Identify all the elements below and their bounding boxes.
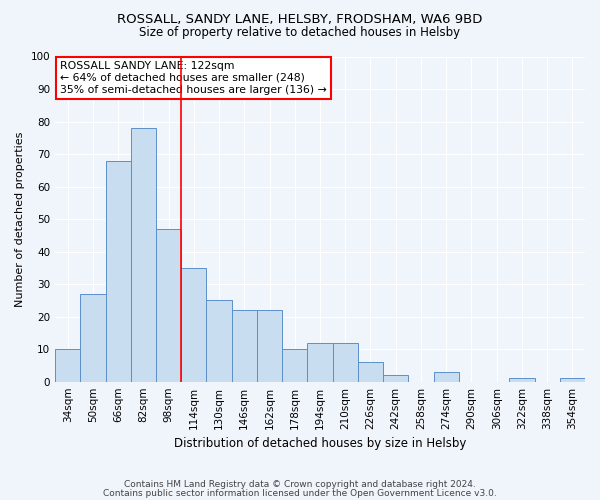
X-axis label: Distribution of detached houses by size in Helsby: Distribution of detached houses by size … — [174, 437, 466, 450]
Bar — [106, 160, 131, 382]
Y-axis label: Number of detached properties: Number of detached properties — [15, 132, 25, 307]
Bar — [232, 310, 257, 382]
Bar — [156, 229, 181, 382]
Bar — [560, 378, 585, 382]
Bar — [358, 362, 383, 382]
Bar — [80, 294, 106, 382]
Bar — [131, 128, 156, 382]
Bar — [307, 342, 332, 382]
Bar — [181, 268, 206, 382]
Bar — [257, 310, 282, 382]
Bar — [383, 375, 409, 382]
Text: Contains HM Land Registry data © Crown copyright and database right 2024.: Contains HM Land Registry data © Crown c… — [124, 480, 476, 489]
Bar — [509, 378, 535, 382]
Bar — [55, 349, 80, 382]
Text: ROSSALL SANDY LANE: 122sqm
← 64% of detached houses are smaller (248)
35% of sem: ROSSALL SANDY LANE: 122sqm ← 64% of deta… — [61, 62, 327, 94]
Bar — [332, 342, 358, 382]
Text: ROSSALL, SANDY LANE, HELSBY, FRODSHAM, WA6 9BD: ROSSALL, SANDY LANE, HELSBY, FRODSHAM, W… — [118, 12, 482, 26]
Text: Size of property relative to detached houses in Helsby: Size of property relative to detached ho… — [139, 26, 461, 39]
Bar — [282, 349, 307, 382]
Text: Contains public sector information licensed under the Open Government Licence v3: Contains public sector information licen… — [103, 489, 497, 498]
Bar — [206, 300, 232, 382]
Bar — [434, 372, 459, 382]
